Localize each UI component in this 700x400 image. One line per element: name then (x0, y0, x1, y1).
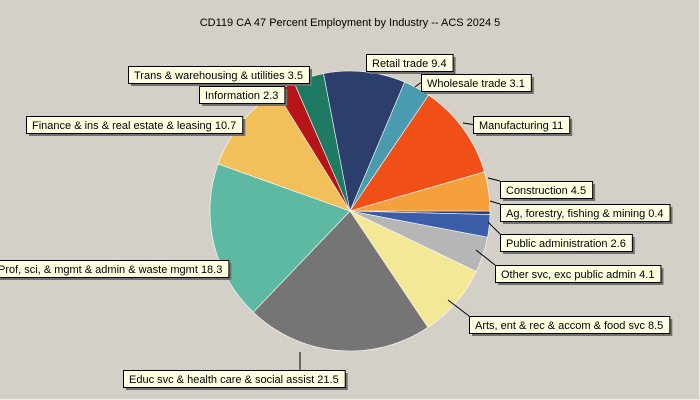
label-box (500, 204, 671, 222)
label-box (500, 234, 633, 252)
slice-label: Manufacturing 11 (479, 120, 563, 132)
leader-line (489, 200, 501, 205)
slice-label: Finance & ins & real estate & leasing 10… (32, 120, 236, 132)
leader-line (487, 221, 501, 235)
label-box (366, 54, 454, 72)
slice-label: Ag, forestry, fishing & mining 0.4 (506, 208, 664, 220)
slice-label: Prof, sci, & mgmt & admin & waste mgmt 1… (0, 264, 222, 276)
slice-label: Educ svc & health care & social assist 2… (129, 374, 339, 386)
label-box (26, 116, 244, 134)
label-box (123, 370, 346, 388)
slice-label: Information 2.3 (205, 90, 278, 102)
slice-label: Arts, ent & rec & accom & food svc 8.5 (475, 320, 663, 332)
leader-line (414, 82, 422, 88)
label-box (469, 316, 671, 334)
pie-slice (323, 70, 406, 213)
label-box (128, 66, 310, 84)
label-box (0, 260, 230, 278)
label-box (473, 116, 571, 134)
leader-line (462, 122, 474, 125)
slice-label: Other svc, exc public admin 4.1 (501, 269, 654, 281)
chart-title: CD119 CA 47 Percent Employment by Indust… (199, 17, 501, 29)
label-box (495, 265, 662, 283)
label-box (199, 86, 286, 104)
label-box (421, 74, 532, 92)
pie-slice (252, 210, 429, 352)
slice-label: Retail trade 9.4 (372, 58, 447, 70)
leader-line (475, 249, 496, 266)
leader-line (487, 177, 501, 182)
slice-label: Construction 4.5 (506, 185, 586, 197)
pie-slice (209, 163, 351, 313)
leader-line (447, 299, 470, 317)
slice-label: Public administration 2.6 (506, 238, 626, 250)
slice-label: Trans & warehousing & utilities 3.5 (134, 70, 303, 82)
pie-slice (349, 94, 485, 212)
label-box (500, 181, 594, 199)
slice-label: Wholesale trade 3.1 (427, 78, 525, 90)
pie-slice (349, 171, 491, 212)
